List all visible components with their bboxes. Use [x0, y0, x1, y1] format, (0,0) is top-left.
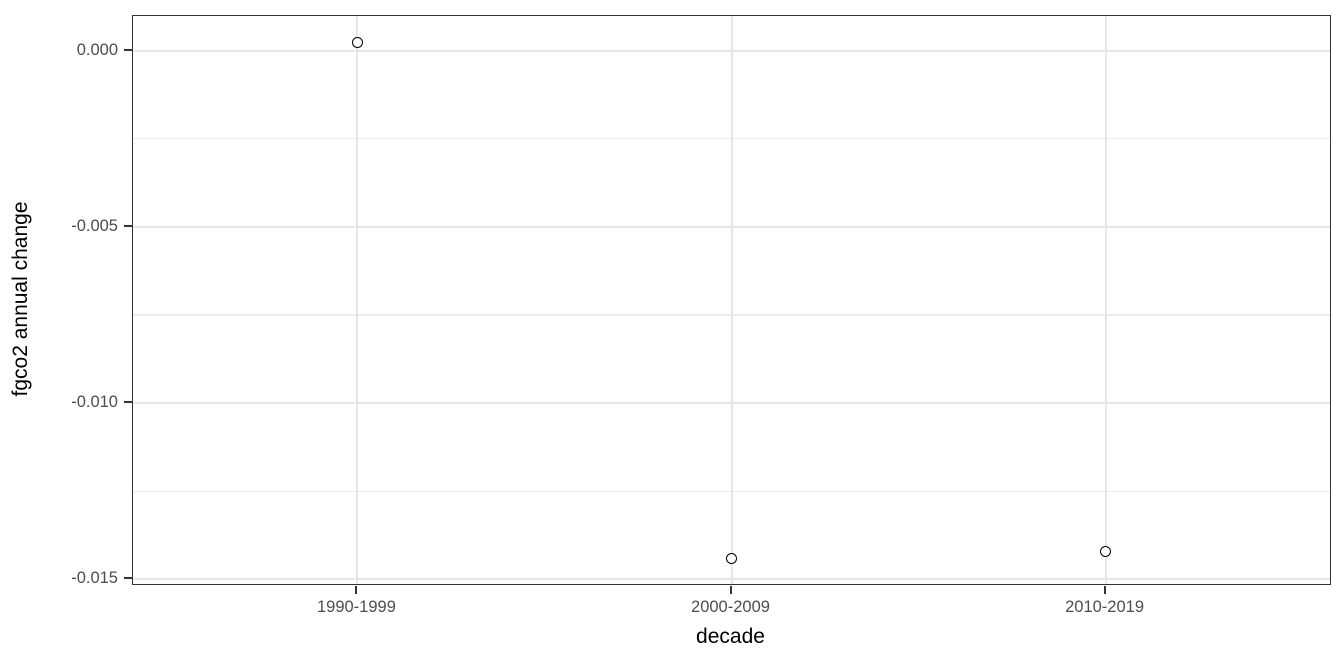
data-point: [1100, 546, 1112, 558]
gridline-x-major: [356, 16, 359, 584]
data-point: [726, 553, 737, 565]
y-axis-tick: [124, 401, 132, 404]
x-axis-tick: [355, 586, 358, 594]
y-tick-label: -0.015: [71, 569, 118, 588]
gridline-x-major: [1104, 16, 1107, 584]
data-point: [351, 36, 363, 48]
x-axis-tick: [729, 586, 732, 594]
y-axis-tick: [124, 577, 132, 580]
x-axis-title: decade: [696, 625, 765, 648]
x-tick-label: 2010-2019: [1065, 598, 1145, 616]
y-tick-label: 0.000: [76, 40, 118, 59]
plot-panel: [132, 15, 1331, 585]
y-tick-label: -0.005: [71, 216, 118, 235]
x-tick-label: 2000-2009: [691, 598, 770, 616]
y-tick-label: -0.010: [71, 393, 118, 412]
gridline-x-major: [730, 16, 733, 584]
y-axis-tick: [124, 224, 132, 227]
x-tick-label: 1990-1999: [316, 598, 396, 616]
x-axis-tick: [1103, 586, 1106, 594]
y-axis-tick: [124, 48, 132, 51]
